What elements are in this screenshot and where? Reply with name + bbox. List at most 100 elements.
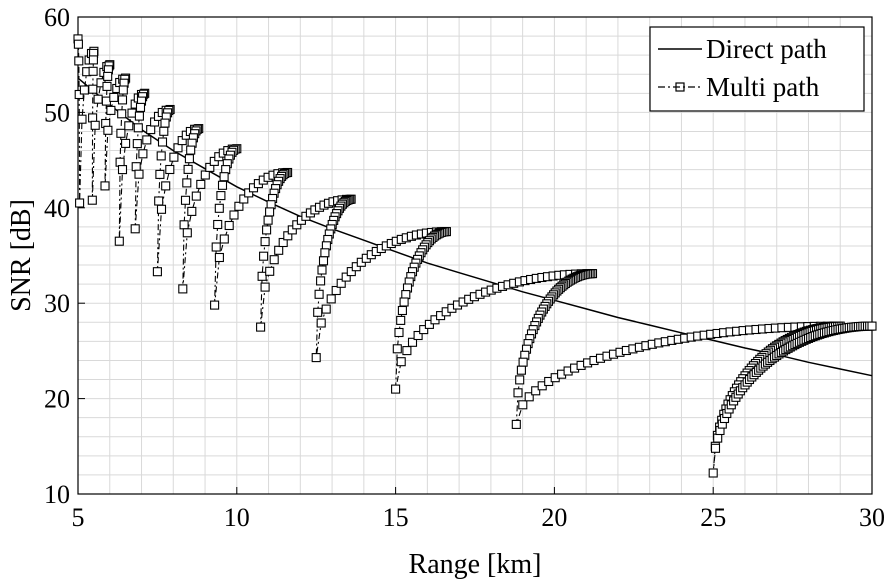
x-tick-label: 15 bbox=[383, 503, 409, 532]
multi-path-point bbox=[278, 237, 288, 248]
x-tick-label: 5 bbox=[72, 503, 85, 532]
multi-path-point bbox=[313, 307, 323, 317]
series-layer bbox=[73, 34, 877, 478]
x-tick-label: 30 bbox=[859, 503, 885, 532]
multi-path-point bbox=[320, 248, 330, 258]
y-tick-label: 10 bbox=[44, 480, 70, 509]
y-tick-label: 50 bbox=[44, 98, 70, 127]
multi-path-point bbox=[346, 267, 356, 277]
multi-path-point bbox=[183, 164, 193, 174]
multi-path-point bbox=[134, 111, 144, 121]
multi-path-point bbox=[516, 365, 526, 375]
multi-path-point bbox=[118, 85, 128, 95]
multi-path-point bbox=[102, 81, 112, 91]
multi-path-point bbox=[256, 322, 266, 332]
multi-path-point bbox=[73, 39, 83, 49]
multi-path-point bbox=[75, 198, 85, 208]
multi-path-point bbox=[90, 120, 100, 130]
multi-path-point bbox=[88, 113, 98, 123]
multi-path-point bbox=[341, 272, 351, 282]
y-tick-label: 60 bbox=[44, 3, 70, 32]
multi-path-point bbox=[269, 255, 279, 265]
multi-path-point bbox=[211, 242, 221, 252]
multi-path-point bbox=[407, 337, 418, 347]
multi-path-point bbox=[260, 282, 270, 292]
legend-marker-multi-path bbox=[675, 82, 685, 92]
multi-path-point bbox=[259, 251, 269, 261]
multi-path-point bbox=[224, 220, 234, 231]
multi-path-point bbox=[132, 139, 142, 149]
multi-path-point bbox=[321, 304, 331, 314]
multi-path-point bbox=[116, 128, 126, 138]
multi-path-point bbox=[180, 195, 191, 205]
multi-path-point bbox=[155, 169, 165, 179]
multi-path-point bbox=[214, 252, 224, 263]
multi-path-point bbox=[133, 123, 143, 133]
multi-path-point bbox=[213, 219, 223, 230]
multi-path-point bbox=[117, 165, 128, 175]
multi-path-point bbox=[413, 330, 423, 341]
multi-path-point bbox=[196, 179, 206, 189]
multi-path-point bbox=[316, 318, 326, 328]
y-axis-label: SNR [dB] bbox=[6, 199, 37, 312]
multi-path-point bbox=[513, 388, 523, 398]
multi-path-point bbox=[178, 284, 188, 294]
multi-path-point bbox=[424, 319, 434, 329]
multi-path-point bbox=[117, 109, 127, 119]
multi-path-point bbox=[396, 315, 406, 325]
multi-path-point bbox=[311, 353, 321, 363]
multi-path-point bbox=[115, 157, 125, 167]
multi-path-point bbox=[131, 162, 141, 172]
multi-path-point bbox=[156, 204, 167, 214]
multi-path-point bbox=[713, 433, 723, 443]
multi-path-point bbox=[331, 285, 341, 296]
multi-path-point bbox=[317, 265, 327, 275]
multi-path-point bbox=[101, 96, 111, 106]
multi-path-point bbox=[391, 384, 401, 394]
multi-path-point bbox=[88, 55, 98, 65]
multi-path-point bbox=[397, 305, 407, 316]
multi-path-point bbox=[214, 203, 224, 213]
multi-path-point bbox=[219, 234, 229, 244]
multi-path-point bbox=[103, 71, 113, 81]
legend-entry-multi-path: Multi path bbox=[706, 72, 820, 102]
legend-entry-direct-path: Direct path bbox=[706, 34, 827, 64]
multi-path-point bbox=[138, 149, 148, 159]
multi-path-point bbox=[124, 121, 134, 131]
multi-path-point bbox=[184, 154, 194, 164]
multi-path-point bbox=[109, 92, 119, 102]
y-tick-label: 20 bbox=[44, 385, 70, 414]
multi-path-point bbox=[394, 327, 404, 338]
multi-path-point bbox=[274, 245, 284, 255]
x-tick-label: 25 bbox=[700, 503, 726, 532]
multi-path-point bbox=[396, 357, 406, 367]
multi-path-point bbox=[74, 56, 84, 66]
multi-path-point bbox=[103, 125, 113, 135]
multi-path-point bbox=[262, 225, 272, 235]
multi-path-point bbox=[392, 344, 402, 354]
multi-path-point bbox=[511, 419, 521, 429]
x-tick-label: 20 bbox=[541, 503, 567, 532]
multi-path-point bbox=[515, 375, 525, 385]
multi-path-point bbox=[88, 84, 98, 94]
multi-path-point bbox=[135, 102, 146, 112]
multi-path-point bbox=[518, 357, 528, 367]
multi-path-point bbox=[186, 145, 196, 155]
y-tick-label: 30 bbox=[44, 289, 70, 318]
multi-path-point bbox=[260, 237, 270, 247]
multi-path-point bbox=[402, 346, 412, 356]
multi-path-point bbox=[146, 125, 156, 135]
multi-path-point bbox=[134, 169, 144, 179]
multi-path-point bbox=[265, 207, 275, 217]
multi-path-point bbox=[182, 178, 192, 188]
multi-path-point bbox=[419, 325, 429, 335]
multi-path-point bbox=[77, 114, 87, 124]
multi-path-point bbox=[216, 191, 226, 201]
multi-path-point bbox=[88, 66, 98, 76]
multi-path-point bbox=[265, 266, 275, 276]
x-tick-label: 10 bbox=[224, 503, 250, 532]
multi-path-point bbox=[156, 151, 166, 161]
multi-path-point bbox=[263, 215, 273, 225]
multi-path-point bbox=[154, 196, 164, 206]
